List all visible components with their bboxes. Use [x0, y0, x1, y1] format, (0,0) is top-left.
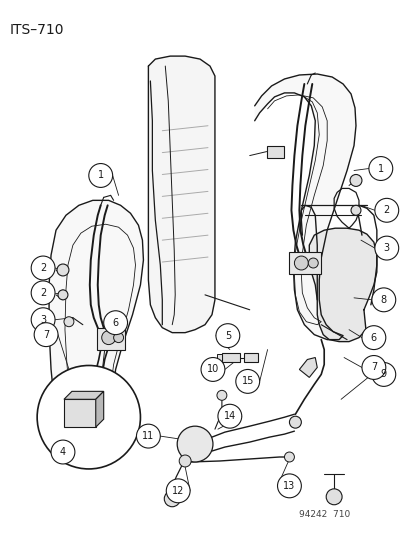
- Text: 12: 12: [171, 486, 184, 496]
- Circle shape: [217, 404, 241, 428]
- Circle shape: [34, 322, 58, 346]
- Polygon shape: [95, 391, 103, 427]
- Text: 2: 2: [40, 288, 46, 298]
- Text: 5: 5: [224, 330, 230, 341]
- Polygon shape: [64, 391, 103, 399]
- Circle shape: [57, 264, 69, 276]
- Text: 94242  710: 94242 710: [299, 510, 350, 519]
- Text: 7: 7: [43, 329, 49, 340]
- Text: 2: 2: [383, 205, 389, 215]
- Polygon shape: [254, 74, 355, 340]
- Circle shape: [179, 455, 191, 467]
- Bar: [97, 328, 124, 350]
- Polygon shape: [49, 200, 143, 444]
- Text: 1: 1: [97, 171, 104, 181]
- Text: 11: 11: [142, 431, 154, 441]
- Polygon shape: [64, 399, 95, 427]
- Circle shape: [136, 424, 160, 448]
- Text: ITS–710: ITS–710: [9, 23, 64, 37]
- Circle shape: [325, 489, 341, 505]
- Circle shape: [51, 440, 75, 464]
- Text: 6: 6: [370, 333, 376, 343]
- Text: 15: 15: [241, 376, 253, 386]
- Text: 10: 10: [206, 365, 218, 375]
- Bar: [221, 352, 239, 362]
- Circle shape: [113, 333, 123, 343]
- Text: 3: 3: [40, 314, 46, 325]
- Circle shape: [361, 356, 385, 379]
- Circle shape: [216, 390, 226, 400]
- Bar: [243, 352, 257, 362]
- Circle shape: [277, 474, 301, 498]
- Text: 1: 1: [377, 164, 383, 174]
- Circle shape: [235, 369, 259, 393]
- Circle shape: [31, 281, 55, 305]
- Circle shape: [37, 366, 140, 469]
- Bar: [216, 353, 221, 361]
- Circle shape: [102, 330, 115, 345]
- Text: 6: 6: [112, 318, 119, 328]
- Circle shape: [374, 198, 398, 222]
- Circle shape: [216, 324, 239, 348]
- Circle shape: [164, 491, 180, 507]
- Circle shape: [350, 205, 360, 215]
- Text: 13: 13: [282, 481, 295, 491]
- Circle shape: [31, 308, 55, 332]
- Text: 8: 8: [380, 295, 386, 305]
- Bar: [289, 252, 320, 274]
- Circle shape: [368, 157, 392, 181]
- Polygon shape: [299, 358, 316, 377]
- Text: 3: 3: [383, 243, 389, 253]
- Circle shape: [308, 258, 318, 268]
- Polygon shape: [309, 228, 376, 342]
- Circle shape: [166, 479, 190, 503]
- Circle shape: [349, 174, 361, 187]
- Text: 9: 9: [380, 369, 386, 379]
- Circle shape: [294, 256, 308, 270]
- Circle shape: [284, 452, 294, 462]
- Text: 4: 4: [60, 447, 66, 457]
- Circle shape: [371, 288, 395, 312]
- Bar: [266, 146, 284, 158]
- Bar: [85, 419, 115, 431]
- Circle shape: [177, 426, 212, 462]
- Circle shape: [58, 290, 68, 300]
- Circle shape: [201, 358, 224, 382]
- Text: 14: 14: [223, 411, 235, 421]
- Circle shape: [374, 236, 398, 260]
- Circle shape: [371, 362, 395, 386]
- Polygon shape: [148, 56, 214, 333]
- Circle shape: [64, 317, 74, 327]
- Circle shape: [103, 311, 127, 335]
- Circle shape: [361, 326, 385, 350]
- Text: 7: 7: [370, 362, 376, 373]
- Circle shape: [31, 256, 55, 280]
- Text: 2: 2: [40, 263, 46, 273]
- Circle shape: [289, 416, 301, 428]
- Circle shape: [88, 164, 112, 188]
